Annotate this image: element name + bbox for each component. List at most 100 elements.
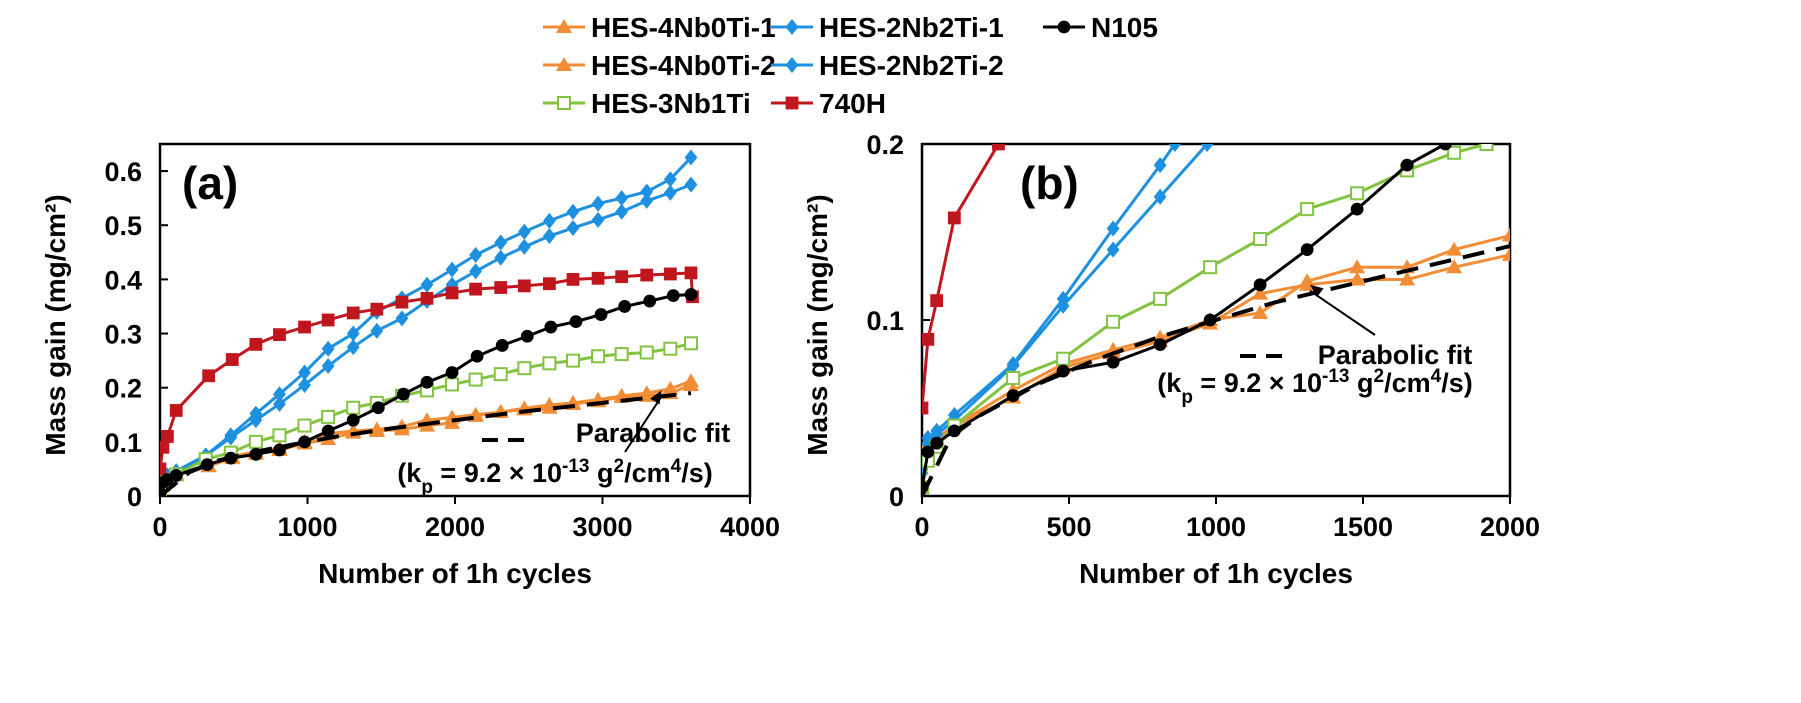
data-point-hes-2nb2ti-1 — [469, 247, 483, 264]
fit-label: Parabolic fit — [576, 418, 731, 448]
legend-label: HES-4Nb0Ti-2 — [591, 50, 776, 81]
data-point-hes-2nb2ti-1 — [1168, 144, 1182, 152]
data-point-hes-4nb0ti-2 — [638, 387, 655, 402]
data-point-hes-4nb0ti-1 — [1349, 259, 1366, 274]
data-point-hes-2nb2ti-2 — [469, 263, 483, 280]
data-point-hes-3nb1ti — [493, 367, 508, 382]
data-point-hes-3nb1ti — [684, 336, 698, 351]
data-point-hes-2nb2ti-1 — [321, 340, 335, 357]
data-point-740h — [169, 404, 183, 417]
data-point-740h — [640, 268, 654, 282]
data-point-hes-2nb2ti-2 — [346, 339, 360, 356]
y-tick-label: 0.2 — [866, 130, 904, 160]
data-point-740h — [494, 281, 508, 294]
panel-b: 0 500 1000 1500 2000 0 0.1 0.2 Number of 1h cycl… — [802, 130, 1540, 589]
data-point-hes-2nb2ti-2 — [395, 310, 409, 327]
x-tick-label: 0 — [152, 512, 167, 542]
data-point-740h — [321, 313, 335, 327]
x-tick-label: 0 — [914, 512, 929, 542]
data-point-740h — [543, 277, 556, 291]
data-point-740h — [566, 272, 580, 286]
data-point-n105 — [1350, 202, 1364, 216]
data-point-740h — [517, 279, 531, 293]
data-point-hes-2nb2ti-2 — [494, 249, 508, 266]
data-point-hes-3nb1ti — [248, 434, 263, 449]
legend-marker — [785, 96, 799, 110]
legend-marker — [556, 19, 572, 33]
x-tick-label: 1000 — [1186, 512, 1246, 542]
data-point-n105 — [1253, 278, 1267, 292]
data-point-n105 — [1400, 158, 1414, 172]
data-point-740h — [922, 401, 929, 415]
data-point-hes-3nb1ti — [566, 353, 580, 368]
y-axis-label: Mass gain (mg/cm²) — [802, 194, 833, 455]
data-point-740h — [591, 271, 605, 285]
series-group — [922, 144, 1510, 496]
data-point-740h — [930, 294, 944, 308]
data-point-740h — [225, 353, 239, 366]
legend-item-hes-4nb0ti-2: HES-4Nb0Ti-2 — [543, 50, 776, 81]
data-point-hes-3nb1ti — [517, 361, 532, 376]
data-point-hes-2nb2ti-2 — [1006, 357, 1020, 374]
data-point-hes-2nb2ti-2 — [591, 211, 605, 228]
data-point-740h — [922, 332, 935, 346]
y-tick-label: 0.1 — [104, 428, 142, 458]
data-point-n105 — [346, 413, 360, 427]
series-740h — [160, 266, 699, 476]
data-point-n105 — [930, 436, 944, 450]
data-point-hes-3nb1ti — [591, 349, 606, 364]
x-tick-label: 1500 — [1333, 512, 1393, 542]
data-point-hes-3nb1ti — [272, 428, 287, 443]
legend-item-hes-3nb1ti: HES-3Nb1Ti — [543, 88, 751, 119]
series-line-n105 — [922, 144, 1447, 488]
y-tick-label: 0.3 — [104, 320, 142, 350]
data-point-hes-3nb1ti — [1153, 291, 1168, 306]
legend-marker — [785, 57, 799, 73]
data-point-hes-2nb2ti-1 — [566, 203, 580, 220]
panel-a: 0 1000 2000 3000 4000 0 0.1 0.2 0.3 0.4 0.5 0.6 Numb… — [40, 142, 780, 589]
legend: HES-4Nb0Ti-1 HES-2Nb2Ti-1 N105 HES-4Nb0Ti-2… — [543, 12, 1158, 119]
data-point-hes-4nb0ti-1 — [1252, 304, 1269, 319]
data-point-740h — [947, 211, 961, 225]
data-point-hes-2nb2ti-1 — [517, 223, 531, 240]
data-point-n105 — [922, 445, 935, 459]
x-axis-label: Number of 1h cycles — [318, 558, 592, 589]
y-tick-label: 0.6 — [104, 157, 142, 187]
y-tick-label: 0.5 — [104, 211, 142, 241]
legend-label: HES-3Nb1Ti — [591, 88, 751, 119]
data-point-hes-4nb0ti-2 — [1349, 271, 1366, 286]
data-point-740h — [346, 306, 360, 320]
data-point-hes-2nb2ti-2 — [298, 376, 311, 393]
data-point-hes-4nb0ti-2 — [1502, 246, 1510, 261]
legend-item-hes-4nb0ti-1: HES-4Nb0Ti-1 — [543, 12, 776, 43]
data-point-hes-2nb2ti-1 — [684, 149, 698, 166]
legend-label: HES-2Nb2Ti-1 — [819, 12, 1004, 43]
y-axis-label: Mass gain (mg/cm²) — [40, 194, 71, 455]
data-point-hes-4nb0ti-2 — [683, 376, 699, 391]
data-point-hes-4nb0ti-2 — [1399, 271, 1416, 286]
data-point-hes-2nb2ti-2 — [321, 358, 335, 375]
data-point-n105 — [371, 401, 385, 415]
data-point-740h — [663, 267, 677, 281]
data-point-hes-2nb2ti-1 — [346, 325, 360, 342]
data-point-hes-3nb1ti — [468, 372, 483, 387]
data-point-hes-3nb1ti — [1447, 145, 1462, 160]
data-point-hes-2nb2ti-2 — [1106, 241, 1120, 258]
fit-arrowhead — [1310, 284, 1324, 298]
data-point-hes-2nb2ti-1 — [494, 234, 508, 251]
data-point-hes-4nb0ti-2 — [368, 421, 385, 436]
fit-kp-label: (kp = 9.2 × 10-13 g2/cm4/s) — [1157, 366, 1472, 408]
data-point-hes-2nb2ti-2 — [370, 322, 384, 339]
y-tick-label: 0.4 — [104, 265, 142, 295]
data-point-740h — [370, 302, 384, 316]
legend-marker — [557, 96, 571, 110]
data-point-hes-3nb1ti — [1350, 186, 1365, 201]
data-point-n105 — [618, 300, 632, 313]
data-point-hes-2nb2ti-1 — [298, 364, 311, 381]
series-line-parabolic-fit — [160, 391, 692, 496]
series-n105 — [922, 144, 1452, 494]
x-axis-label: Number of 1h cycles — [1079, 558, 1353, 589]
legend-item-hes-2nb2ti-2: HES-2Nb2Ti-2 — [771, 50, 1004, 81]
data-point-hes-2nb2ti-1 — [591, 195, 605, 212]
